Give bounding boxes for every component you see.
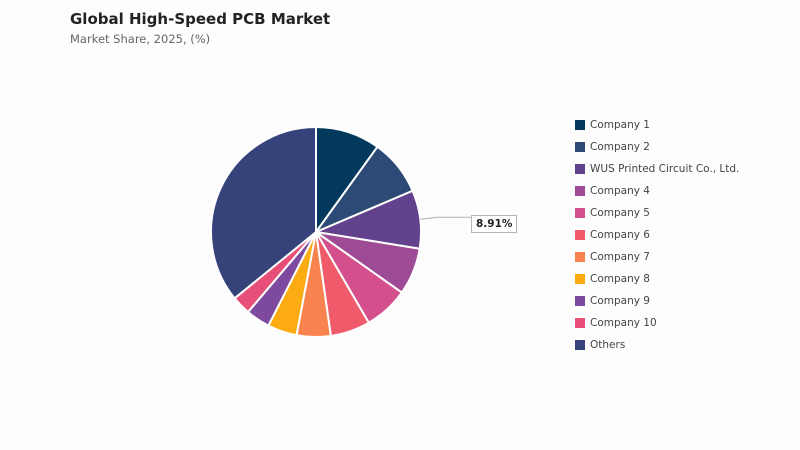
legend-item[interactable]: Company 2 [575,136,739,158]
pie-slices [210,125,422,338]
legend-item[interactable]: Others [575,334,739,356]
legend-label: Company 6 [590,229,650,241]
legend-swatch [575,252,585,262]
chart-title: Global High-Speed PCB Market [70,10,331,28]
legend-swatch [575,120,585,130]
legend-label: Company 4 [590,185,650,197]
legend-label: WUS Printed Circuit Co., Ltd. [590,163,740,175]
legend-swatch [575,274,585,284]
legend-label: Company 1 [590,119,650,131]
legend-item[interactable]: Company 5 [575,202,739,224]
legend-label: Company 7 [590,251,650,263]
callout-leader-line [420,216,471,220]
legend-item[interactable]: Company 7 [575,246,739,268]
legend-label: Company 5 [590,207,650,219]
legend-swatch [575,142,585,152]
legend-item[interactable]: Company 6 [575,224,739,246]
chart-subtitle: Market Share, 2025, (%) [70,32,211,46]
legend-label: Company 10 [590,317,657,329]
legend-item[interactable]: Company 8 [575,268,739,290]
legend-swatch [575,164,585,174]
legend-swatch [575,186,585,196]
chart-legend: Company 1 Company 2 WUS Printed Circuit Co… [575,114,739,356]
legend-swatch [575,340,585,350]
legend-item[interactable]: Company 9 [575,290,739,312]
legend-label: Company 9 [590,295,650,307]
legend-item[interactable]: WUS Printed Circuit Co., Ltd. [575,158,739,180]
legend-swatch [575,296,585,306]
legend-item[interactable]: Company 10 [575,312,739,334]
legend-item[interactable]: Company 4 [575,180,739,202]
legend-swatch [575,230,585,240]
legend-label: Company 2 [590,141,650,153]
slice-callout-label: 8.91% [471,215,518,233]
legend-item[interactable]: Company 1 [575,114,739,136]
legend-label: Others [590,339,626,351]
legend-label: Company 8 [590,273,650,285]
legend-swatch [575,208,585,218]
legend-swatch [575,318,585,328]
pie-slice-11[interactable] [210,125,317,300]
